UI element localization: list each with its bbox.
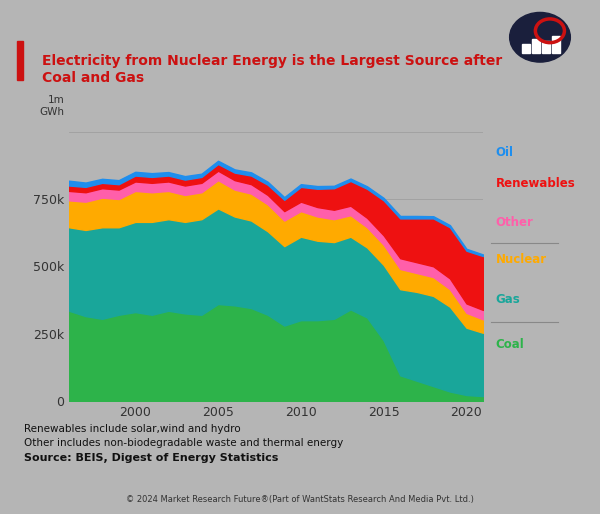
Bar	[522, 44, 530, 53]
Text: Coal: Coal	[496, 338, 524, 351]
Text: Nuclear: Nuclear	[496, 253, 547, 266]
Text: Source: BEIS, Digest of Energy Statistics: Source: BEIS, Digest of Energy Statistic…	[24, 453, 278, 463]
Bar	[552, 36, 560, 53]
Text: Renewables: Renewables	[496, 177, 575, 190]
Text: © 2024 Market Research Future®(Part of WantStats Research And Media Pvt. Ltd.): © 2024 Market Research Future®(Part of W…	[126, 494, 474, 504]
Text: Oil: Oil	[496, 145, 514, 159]
Bar	[542, 41, 550, 53]
Bar	[532, 39, 540, 53]
Text: Other includes non-biodegradable waste and thermal energy: Other includes non-biodegradable waste a…	[24, 438, 343, 448]
Text: Electricity from Nuclear Energy is the Largest Source after: Electricity from Nuclear Energy is the L…	[42, 54, 502, 68]
Text: Other: Other	[496, 216, 533, 229]
Text: Coal and Gas: Coal and Gas	[42, 71, 144, 85]
Circle shape	[509, 12, 571, 62]
Text: 1m
GWh: 1m GWh	[40, 95, 65, 117]
Text: Gas: Gas	[496, 292, 520, 306]
Text: Renewables include solar,wind and hydro: Renewables include solar,wind and hydro	[24, 424, 241, 434]
